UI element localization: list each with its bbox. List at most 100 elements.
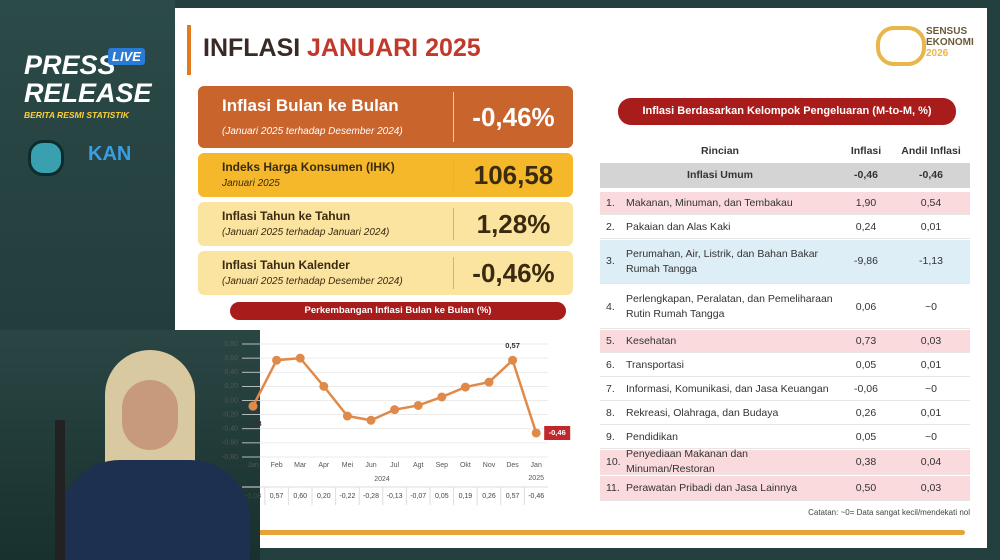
data-point [342,411,352,421]
value-label: 0,20 [317,493,331,500]
value-label: 0,57 [506,493,520,500]
y-tick-label: 0,60 [224,355,238,362]
row-contribution: 0,04 [920,455,942,468]
row-bg [600,192,970,215]
row-number: 5. [606,334,615,347]
point-label: -0,46 [549,428,566,437]
value-label: -0,46 [528,493,544,500]
row-bg [600,476,970,501]
row-inflation: -9,86 [854,255,878,267]
x-tick-label: Mei [342,462,354,469]
x-tick-label: Apr [318,462,330,469]
row-inflation: 0,24 [855,220,877,233]
row-label: Perumahan, Air, Listrik, dan Bahan Bakar… [626,247,819,275]
chart-title: Perkembangan Inflasi Bulan ke Bulan (%) [304,305,492,316]
row-number: 1. [606,196,615,209]
logo-text: RELEASE [24,78,152,108]
year-label: 2024 [374,476,390,483]
x-tick-label: Jan [531,462,542,469]
year-label: 2025 [528,475,544,482]
row-number: 9. [606,430,615,443]
row-bg [600,163,970,188]
data-point [413,400,423,410]
box-subtitle: (Januari 2025 terhadap Desember 2024) [222,126,403,137]
row-contribution: ~0 [925,300,937,313]
box-divider [453,92,454,142]
x-tick-label: Jul [390,462,399,469]
data-point [508,355,518,365]
title-accent [187,25,191,75]
row-contribution: 0,01 [920,220,942,233]
summary-box [198,202,573,246]
x-tick-label: Okt [460,462,471,469]
y-tick-label: 0,40 [224,369,238,376]
row-inflation: 0,73 [855,334,877,347]
data-point [484,377,494,387]
kan-logo: KAN [88,143,132,165]
row-bg [600,354,970,377]
row-contribution: 0,03 [920,481,942,494]
row-bg [600,426,970,449]
row-inflation: -0,06 [854,382,878,395]
box-value: -0,46% [472,258,555,288]
row-bg [600,402,970,425]
box-value: 106,58 [473,160,554,190]
point-label-box [544,425,571,440]
data-line [251,356,538,434]
column-header: Rincian [701,144,739,157]
row-bg [600,330,970,353]
row-inflation: 0,26 [855,406,877,419]
speaker-body [60,460,250,560]
data-point [272,355,282,365]
row-contribution: ~0 [925,430,937,443]
row-bg [600,240,970,284]
data-point [390,405,400,415]
total-cell: -0,46 [854,169,878,181]
summary-box [198,153,573,197]
summary-box [198,251,573,295]
x-tick-label: Nov [483,462,496,469]
value-label: 0,60 [293,493,307,500]
value-label: -0,07 [410,493,426,500]
row-number: 10. [606,455,621,468]
chart-title-bar [230,302,566,320]
row-inflation: 0,50 [855,481,877,494]
row-inflation: 0,05 [855,430,877,443]
row-label: Pendidikan [626,430,678,443]
row-label: Transportasi [626,358,684,371]
x-tick-label: Mar [294,462,307,469]
data-point [437,392,447,402]
column-header: Inflasi [850,144,882,157]
box-subtitle: (Januari 2025 terhadap Januari 2024) [222,227,390,238]
row-contribution: ~0 [925,382,937,395]
x-tick-label: Jun [365,462,376,469]
box-divider [453,257,454,289]
row-label: Pakaian dan Alas Kaki [626,220,731,233]
data-point [319,381,329,391]
box-subtitle: Januari 2025 [222,178,280,189]
row-number: 7. [606,382,615,395]
logo-text: PRESS [24,50,116,80]
row-number: 3. [606,255,615,267]
value-label: -0,13 [387,493,403,500]
total-cell: -0,46 [919,169,943,181]
x-tick-label: Jan [247,462,258,469]
data-point [366,415,376,425]
slide-title: INFLASI [203,34,301,62]
row-number: 6. [606,358,615,371]
point-label: 0,57 [505,341,520,350]
speaker-video [0,330,260,560]
column-header: Andil Inflasi [901,144,961,157]
row-label: Informasi, Komunikasi, dan Jasa Keuangan [626,382,829,395]
box-title: Inflasi Tahun Kalender [222,258,350,272]
bps-logo [28,140,64,176]
point-label: -0,08 [244,419,261,428]
y-tick-label: -0,40 [222,426,238,433]
speaker-face [122,380,178,450]
row-label: Makanan, Minuman, dan Tembakau [626,196,793,209]
row-number: 8. [606,406,615,419]
value-label: -0,22 [339,493,355,500]
row-label: Penyediaan Makanan dan Minuman/Restoran [626,448,749,475]
value-label: 0,19 [459,493,473,500]
